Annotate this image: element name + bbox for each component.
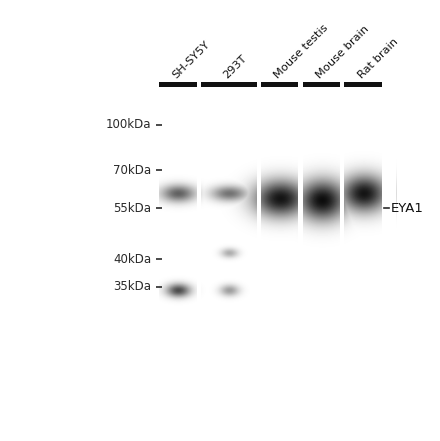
- Bar: [159, 82, 197, 87]
- Bar: [340, 53, 344, 392]
- Bar: [344, 82, 381, 87]
- Bar: [344, 87, 381, 379]
- Text: 55kDa: 55kDa: [114, 202, 151, 215]
- Text: 40kDa: 40kDa: [114, 253, 151, 265]
- Bar: [159, 87, 197, 379]
- Text: Mouse testis: Mouse testis: [273, 23, 330, 81]
- Bar: [303, 82, 340, 87]
- Bar: [201, 82, 257, 87]
- Bar: [55, 53, 396, 87]
- Bar: [303, 87, 340, 379]
- Bar: [298, 53, 303, 392]
- Bar: [261, 82, 298, 87]
- Bar: [261, 87, 298, 379]
- Bar: [55, 379, 396, 392]
- Text: 293T: 293T: [222, 53, 249, 81]
- Text: 35kDa: 35kDa: [114, 280, 151, 293]
- Text: 100kDa: 100kDa: [106, 118, 151, 131]
- Bar: [55, 53, 159, 392]
- Bar: [201, 87, 257, 379]
- Bar: [197, 53, 201, 392]
- Text: EYA1: EYA1: [391, 202, 423, 215]
- Bar: [381, 53, 396, 392]
- Text: 70kDa: 70kDa: [114, 164, 151, 176]
- Bar: [257, 53, 261, 392]
- Text: SH-SY5Y: SH-SY5Y: [171, 40, 212, 81]
- Text: Mouse brain: Mouse brain: [314, 24, 371, 81]
- Text: Rat brain: Rat brain: [356, 37, 400, 81]
